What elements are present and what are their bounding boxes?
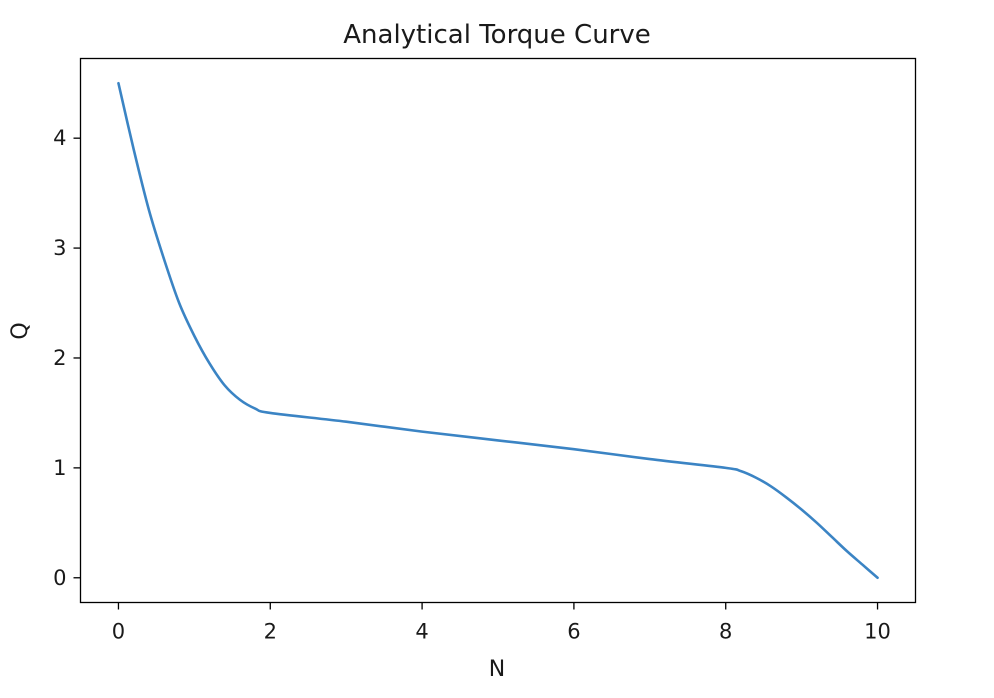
x-tick-label: 2 xyxy=(264,620,277,644)
x-tick-label: 4 xyxy=(415,620,428,644)
x-axis-ticks: 0 2 4 6 8 10 xyxy=(112,602,891,644)
x-tick-label: 0 xyxy=(112,620,125,644)
y-tick-label: 4 xyxy=(53,126,66,150)
y-axis-ticks: 0 1 2 3 4 xyxy=(53,126,81,590)
y-tick-label: 0 xyxy=(53,566,66,590)
x-tick-label: 8 xyxy=(719,620,732,644)
y-tick-label: 2 xyxy=(53,346,66,370)
x-tick-label: 6 xyxy=(567,620,580,644)
y-tick-label: 3 xyxy=(53,236,66,260)
y-tick-label: 1 xyxy=(53,456,66,480)
plot-frame xyxy=(79,57,917,604)
x-axis-label: N xyxy=(489,657,505,682)
torque-curve-line xyxy=(117,81,879,580)
chart-title: Analytical Torque Curve xyxy=(343,20,651,50)
x-tick-label: 10 xyxy=(864,620,891,644)
y-axis-label: Q xyxy=(8,322,33,339)
